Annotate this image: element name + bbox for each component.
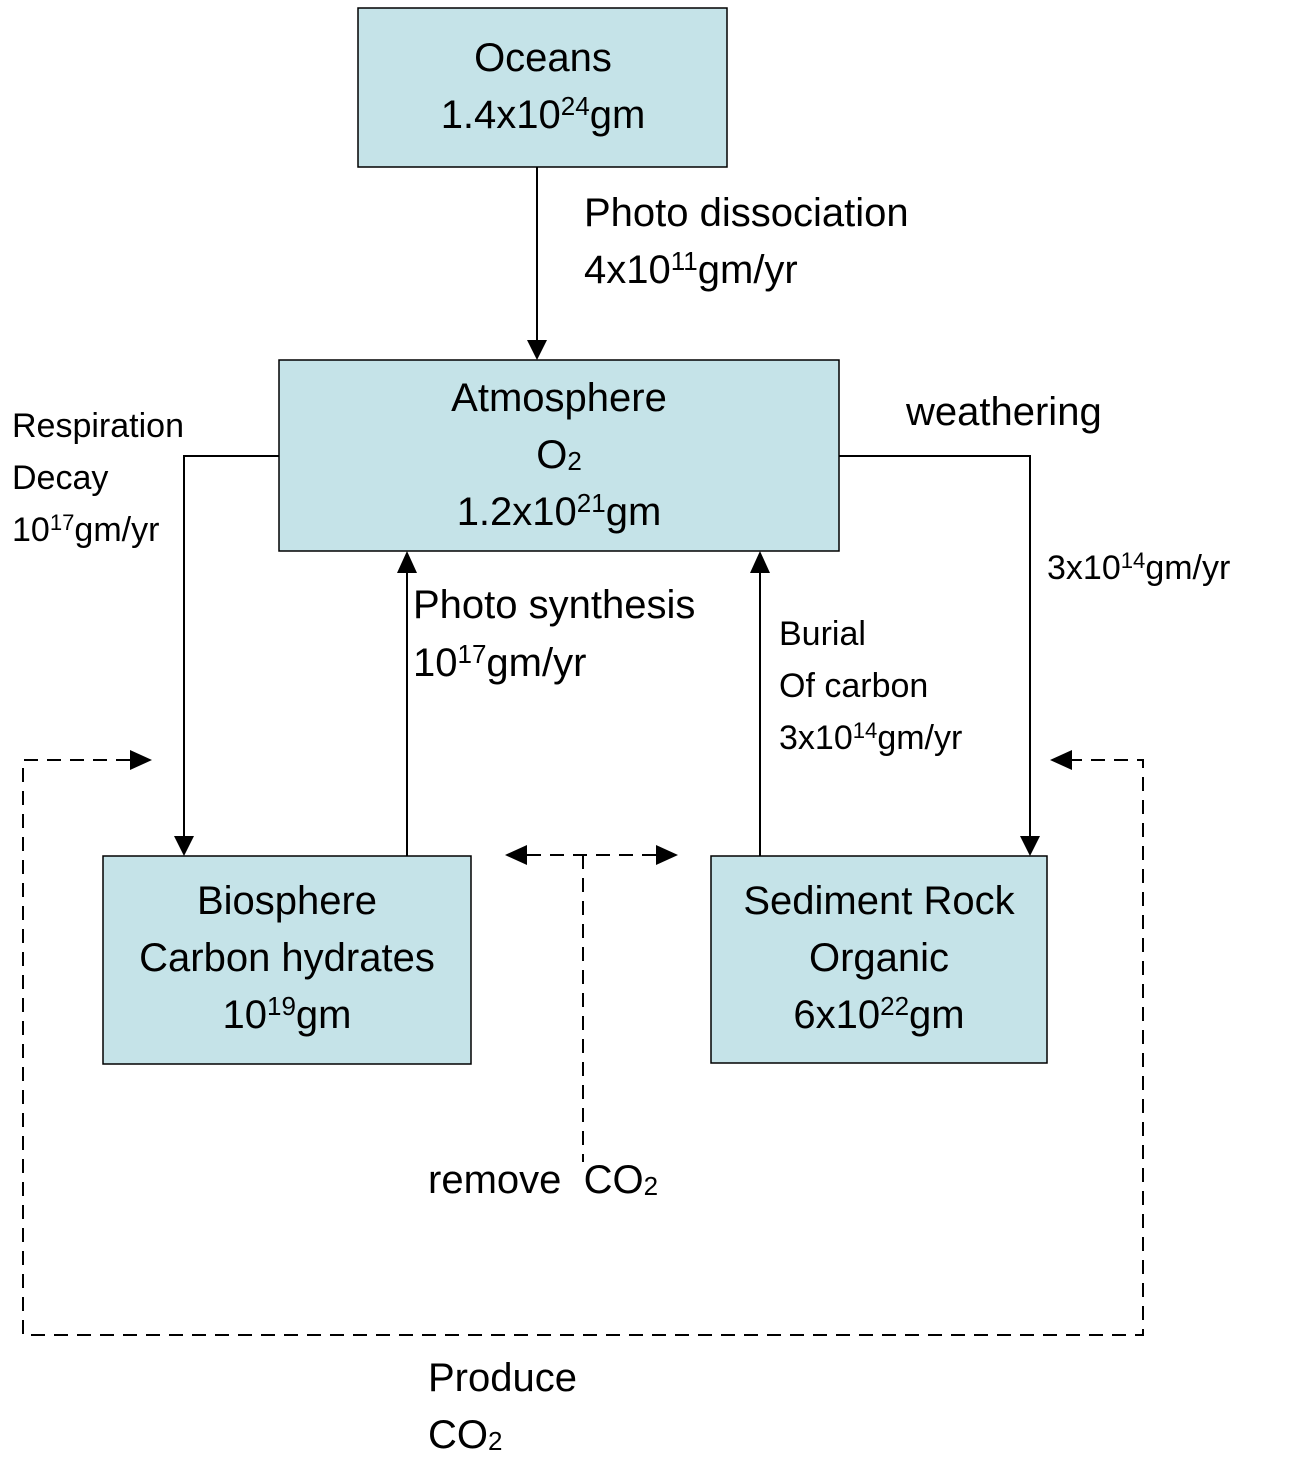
text-run: gm/yr: [486, 641, 586, 685]
text-run: gm/yr: [74, 511, 159, 549]
edge-label: 1017gm/yr: [12, 510, 159, 549]
edge-label: Decay: [12, 459, 108, 497]
edge-label: 4x1011gm/yr: [584, 246, 798, 292]
text-run: Biosphere: [197, 879, 377, 923]
text-run: gm/yr: [698, 248, 798, 292]
edge-label: Produce: [428, 1356, 577, 1400]
supscript: 19: [267, 991, 296, 1021]
text-run: Carbon hydrates: [139, 936, 435, 980]
text-run: Photo dissociation: [584, 191, 909, 235]
edge-label: Respiration: [12, 407, 184, 445]
text-run: 3x10: [1047, 549, 1121, 587]
text-run: 10: [12, 511, 50, 549]
oceans-box: [357, 7, 728, 168]
node-text: 1.2x1021gm: [457, 488, 662, 534]
edge-label: Burial: [779, 615, 866, 653]
edge-label: CO2: [428, 1413, 502, 1457]
node-text: Carbon hydrates: [139, 936, 435, 980]
text-run: gm/yr: [877, 719, 962, 757]
supscript: 11: [671, 246, 698, 276]
subscript: 2: [488, 1426, 502, 1456]
node-text: Oceans: [474, 36, 612, 80]
text-run: gm: [296, 993, 352, 1037]
text-run: weathering: [905, 390, 1102, 434]
text-run: remove CO: [428, 1158, 644, 1202]
text-run: CO: [428, 1413, 488, 1457]
text-run: gm: [909, 993, 965, 1037]
text-run: Of carbon: [779, 667, 928, 705]
node-text: Atmosphere: [451, 376, 667, 420]
edge-label: 1017gm/yr: [413, 639, 586, 685]
text-run: Decay: [12, 459, 108, 497]
supscript: 14: [1121, 548, 1146, 573]
supscript: 24: [561, 91, 590, 121]
supscript: 21: [577, 488, 606, 518]
text-run: Produce: [428, 1356, 577, 1400]
biosphere-box: [102, 855, 472, 1065]
text-run: 10: [413, 641, 458, 685]
arrows: [22, 167, 1144, 1336]
node-text: 1.4x1024gm: [441, 91, 646, 137]
node-text: Sediment Rock: [743, 879, 1015, 923]
text-run: 3x10: [779, 719, 853, 757]
text-run: gm: [590, 93, 646, 137]
text-run: Atmosphere: [451, 376, 667, 420]
node-text: Biosphere: [197, 879, 377, 923]
edge-label: remove CO2: [428, 1158, 658, 1202]
subscript: 2: [644, 1171, 658, 1201]
node-text: 6x1022gm: [793, 991, 964, 1037]
text-run: 1.4x10: [441, 93, 561, 137]
node-text: Organic: [809, 936, 949, 980]
edge-label: Of carbon: [779, 667, 928, 705]
supscript: 17: [50, 510, 75, 535]
text-run: 4x10: [584, 248, 671, 292]
text-run: 1.2x10: [457, 490, 577, 534]
text-run: gm: [606, 490, 662, 534]
supscript: 14: [853, 718, 878, 743]
text-run: gm/yr: [1145, 549, 1230, 587]
edge-label: Photo synthesis: [413, 583, 695, 627]
edge-label: 3x1014gm/yr: [1047, 548, 1230, 587]
supscript: 22: [880, 991, 909, 1021]
text-run: 6x10: [793, 993, 880, 1037]
subscript: 2: [567, 446, 581, 476]
supscript: 17: [458, 639, 487, 669]
text-run: Sediment Rock: [743, 879, 1015, 923]
edge-label: weathering: [905, 390, 1102, 434]
atmosphere-box: [278, 359, 840, 552]
text-run: 10: [223, 993, 268, 1037]
sediment-box: [710, 855, 1048, 1064]
node-text: O2: [536, 433, 582, 477]
text-run: Oceans: [474, 36, 612, 80]
text-run: Burial: [779, 615, 866, 653]
node-text: 1019gm: [223, 991, 352, 1037]
edge-label: 3x1014gm/yr: [779, 718, 962, 757]
text-run: Organic: [809, 936, 949, 980]
text-run: O: [536, 433, 567, 477]
text-run: Photo synthesis: [413, 583, 695, 627]
text-run: Respiration: [12, 407, 184, 445]
edge-label: Photo dissociation: [584, 191, 909, 235]
